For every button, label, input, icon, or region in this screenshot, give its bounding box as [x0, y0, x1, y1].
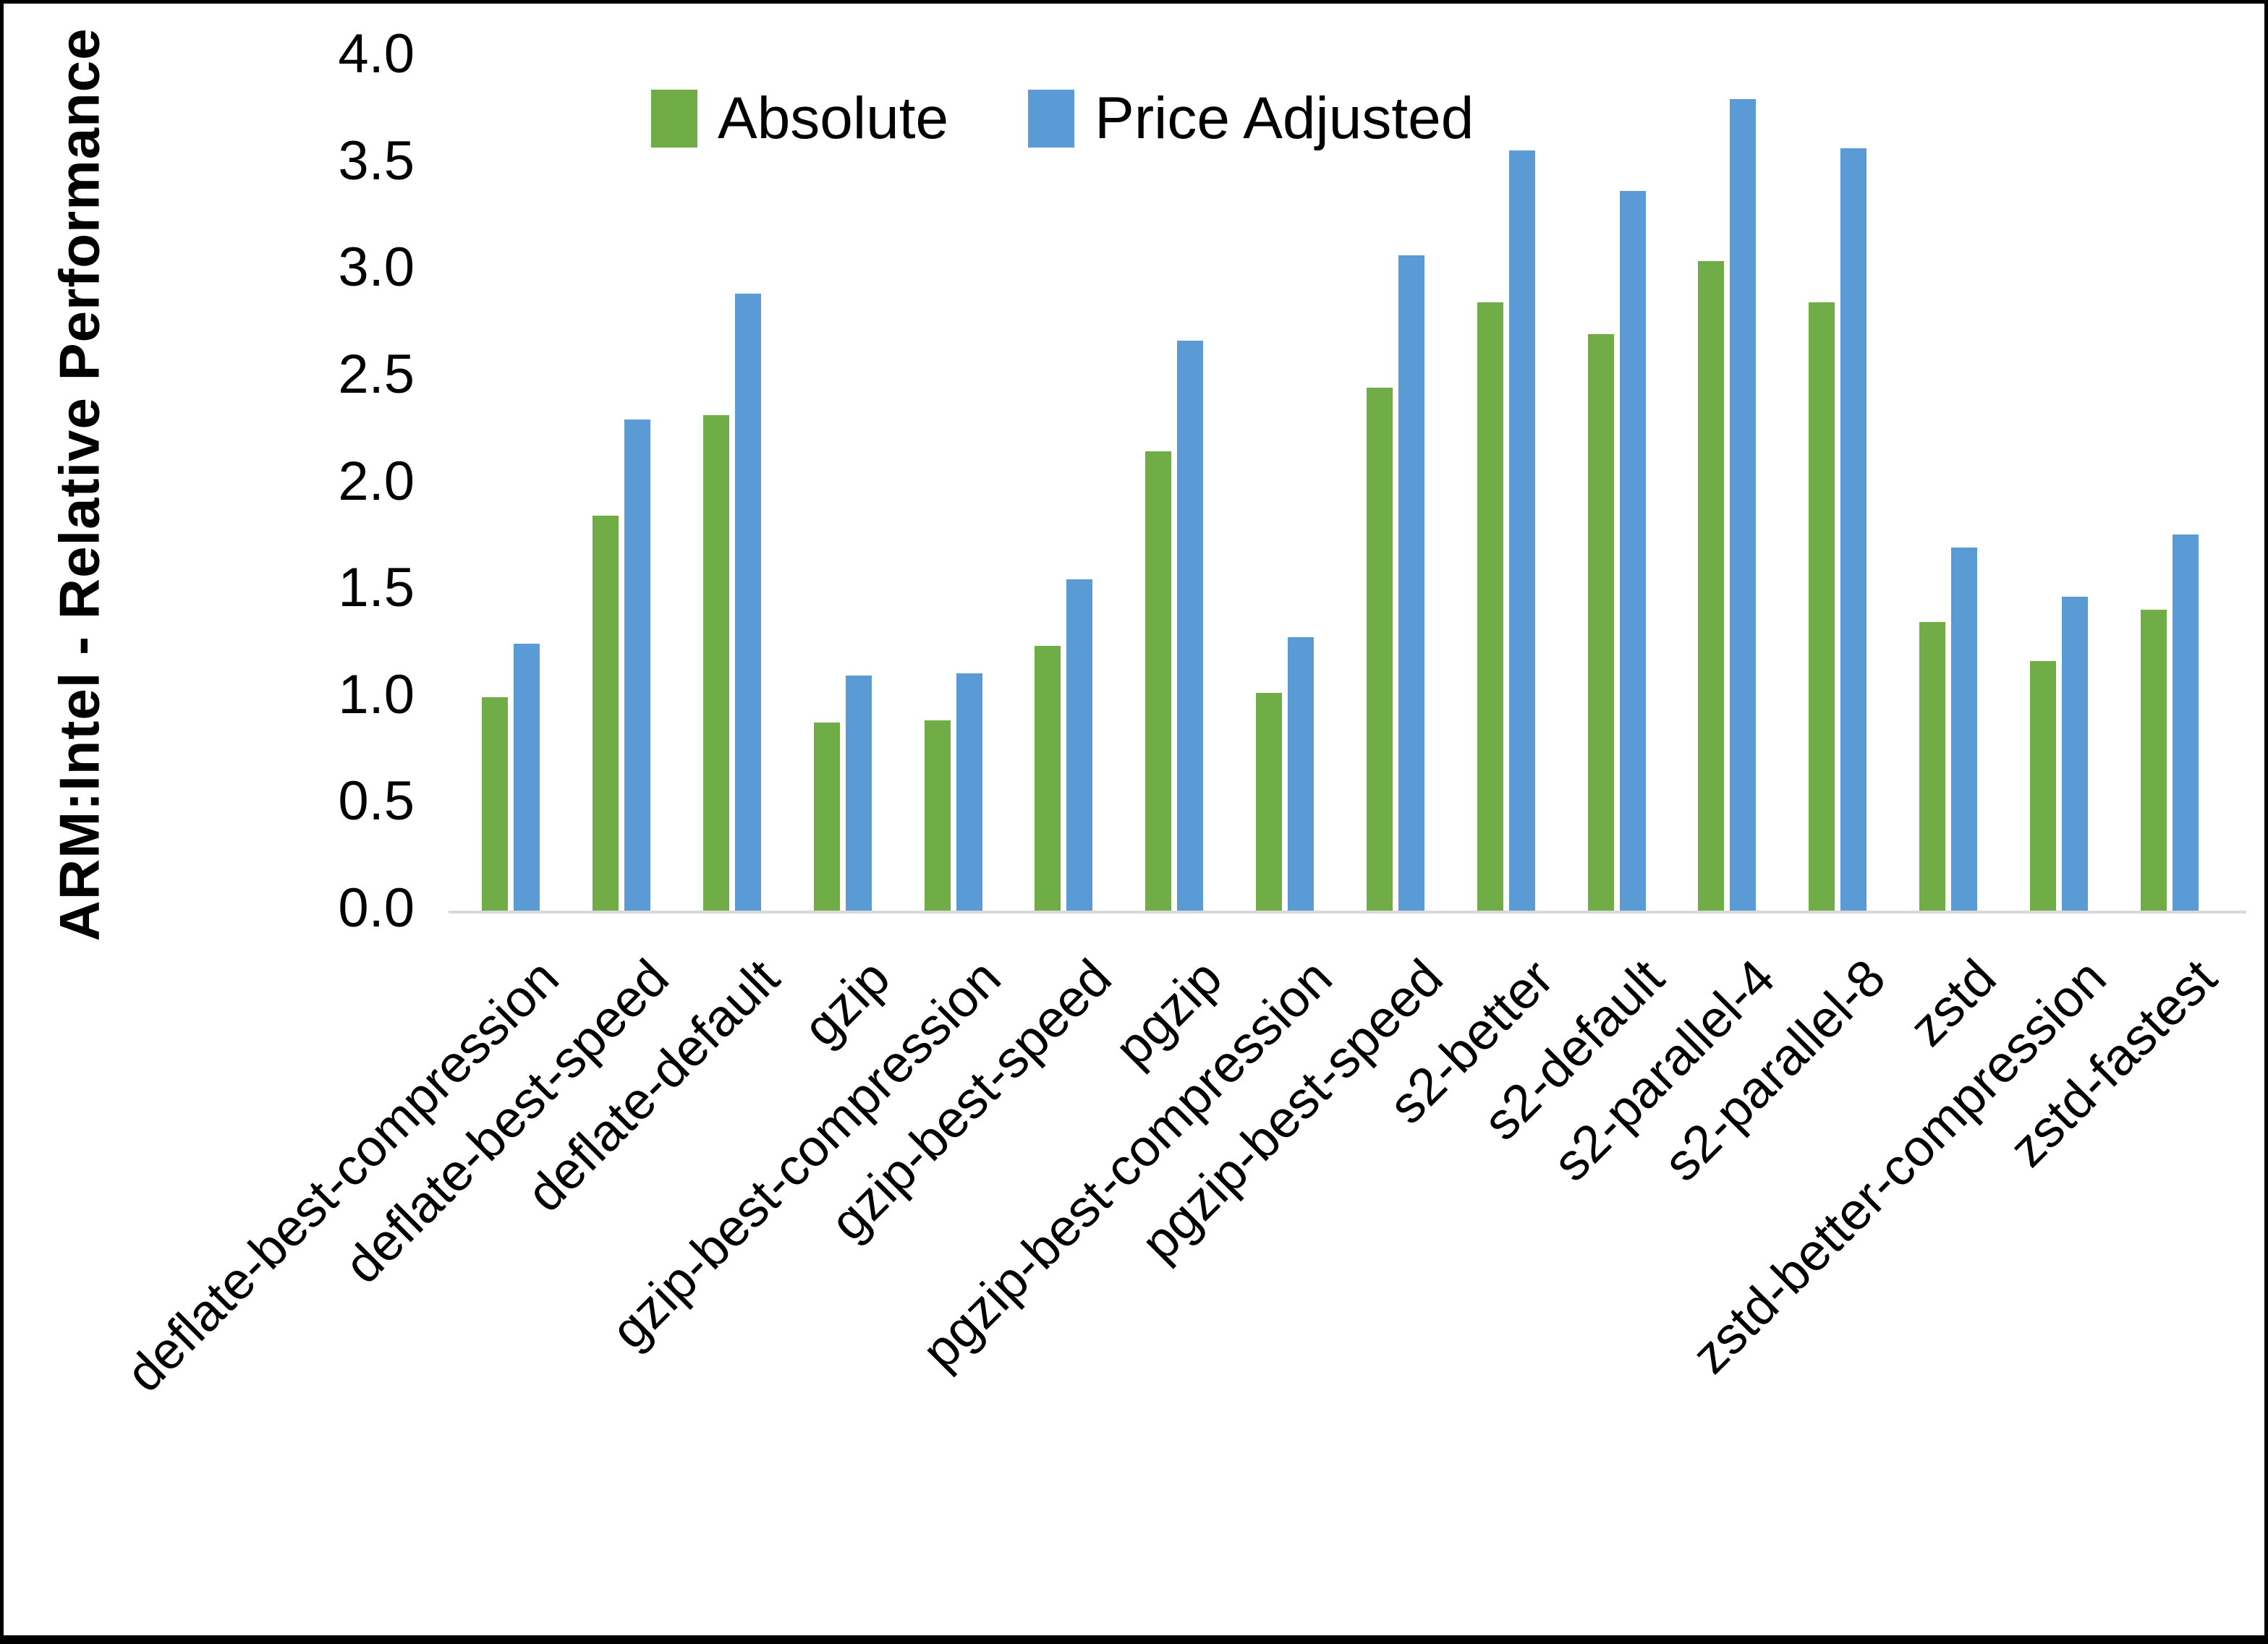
bar-group-s2-better [1451, 56, 1561, 911]
x-label-deflate-best-compression: deflate-best-compression [115, 948, 570, 1403]
bar-price-adjusted-deflate-best-speed [624, 419, 651, 911]
bar-price-adjusted-s2-default [1619, 191, 1646, 911]
bar-group-deflate-best-speed [566, 56, 677, 911]
bar-absolute-s2-parallel-4 [1698, 261, 1725, 911]
bar-group-pgzip [1119, 56, 1230, 911]
bar-absolute-pgzip-best-compression [1256, 692, 1283, 911]
y-tick-3.0: 3.0 [338, 237, 415, 299]
bar-group-pgzip-best-compression [1230, 56, 1341, 911]
bar-absolute-gzip-best-speed [1035, 645, 1061, 911]
bar-group-zstd-fastest [2114, 56, 2225, 911]
bar-group-zstd-better-compression [2003, 56, 2114, 911]
y-tick-3.5: 3.5 [338, 129, 415, 192]
bar-price-adjusted-s2-better [1508, 150, 1535, 911]
bar-price-adjusted-zstd [1950, 548, 1977, 911]
bar-price-adjusted-gzip [845, 676, 872, 911]
bar-absolute-zstd-fastest [2140, 609, 2167, 911]
bar-price-adjusted-s2-parallel-8 [1840, 148, 1867, 911]
bar-price-adjusted-pgzip-best-compression [1288, 637, 1314, 911]
bar-absolute-s2-better [1477, 302, 1503, 911]
legend-label-absolute: Absolute [718, 85, 949, 151]
bar-absolute-zstd [1919, 622, 1945, 911]
bar-absolute-deflate-default [703, 415, 730, 911]
y-axis-title: ARM:Intel - Relative Performance [47, 27, 111, 942]
bar-group-s2-default [1561, 56, 1672, 911]
y-tick-0.0: 0.0 [338, 877, 415, 940]
bar-price-adjusted-pgzip-best-speed [1398, 255, 1424, 911]
bar-absolute-deflate-best-compression [482, 697, 509, 911]
bar-group-gzip [787, 56, 898, 911]
legend-swatch-price-adjusted [1028, 90, 1075, 148]
bar-group-gzip-best-compression [898, 56, 1008, 911]
bar-price-adjusted-zstd-fastest [2172, 534, 2199, 911]
bar-group-s2-parallel-8 [1783, 56, 1893, 911]
legend-item-price-adjusted: Price Adjusted [1028, 85, 1474, 153]
bar-group-pgzip-best-speed [1341, 56, 1451, 911]
y-tick-1.5: 1.5 [338, 557, 415, 619]
legend: Absolute Price Adjusted [651, 85, 1474, 153]
y-tick-2.5: 2.5 [338, 343, 415, 405]
bar-price-adjusted-deflate-default [735, 293, 762, 911]
bar-group-deflate-default [677, 56, 788, 911]
legend-swatch-absolute [651, 90, 697, 148]
bar-absolute-s2-default [1587, 333, 1614, 911]
y-tick-0.5: 0.5 [338, 770, 415, 832]
bar-price-adjusted-deflate-best-compression [514, 643, 540, 911]
bar-group-zstd [1893, 56, 2004, 911]
bar-group-s2-parallel-4 [1672, 56, 1783, 911]
bar-group-deflate-best-compression [456, 56, 566, 911]
bar-absolute-gzip-best-compression [924, 720, 951, 911]
bar-absolute-pgzip-best-speed [1366, 387, 1393, 911]
bar-absolute-pgzip [1145, 451, 1172, 911]
bar-absolute-s2-parallel-8 [1809, 302, 1835, 911]
bar-price-adjusted-gzip-best-compression [956, 673, 982, 911]
bar-price-adjusted-s2-parallel-4 [1730, 99, 1757, 911]
legend-item-absolute: Absolute [651, 85, 948, 153]
y-tick-1.0: 1.0 [338, 663, 415, 725]
y-tick-4.0: 4.0 [338, 23, 415, 85]
bar-price-adjusted-pgzip [1177, 340, 1204, 911]
bar-absolute-deflate-best-speed [593, 515, 619, 911]
bar-absolute-gzip [813, 723, 840, 911]
legend-label-price-adjusted: Price Adjusted [1095, 85, 1474, 151]
bar-price-adjusted-zstd-better-compression [2061, 596, 2088, 911]
bar-group-gzip-best-speed [1008, 56, 1119, 911]
y-tick-2.0: 2.0 [338, 450, 415, 512]
x-axis-line [449, 911, 2246, 913]
bar-absolute-zstd-better-compression [2029, 660, 2056, 911]
plot-area [456, 56, 2225, 911]
bar-price-adjusted-gzip-best-speed [1066, 579, 1093, 911]
